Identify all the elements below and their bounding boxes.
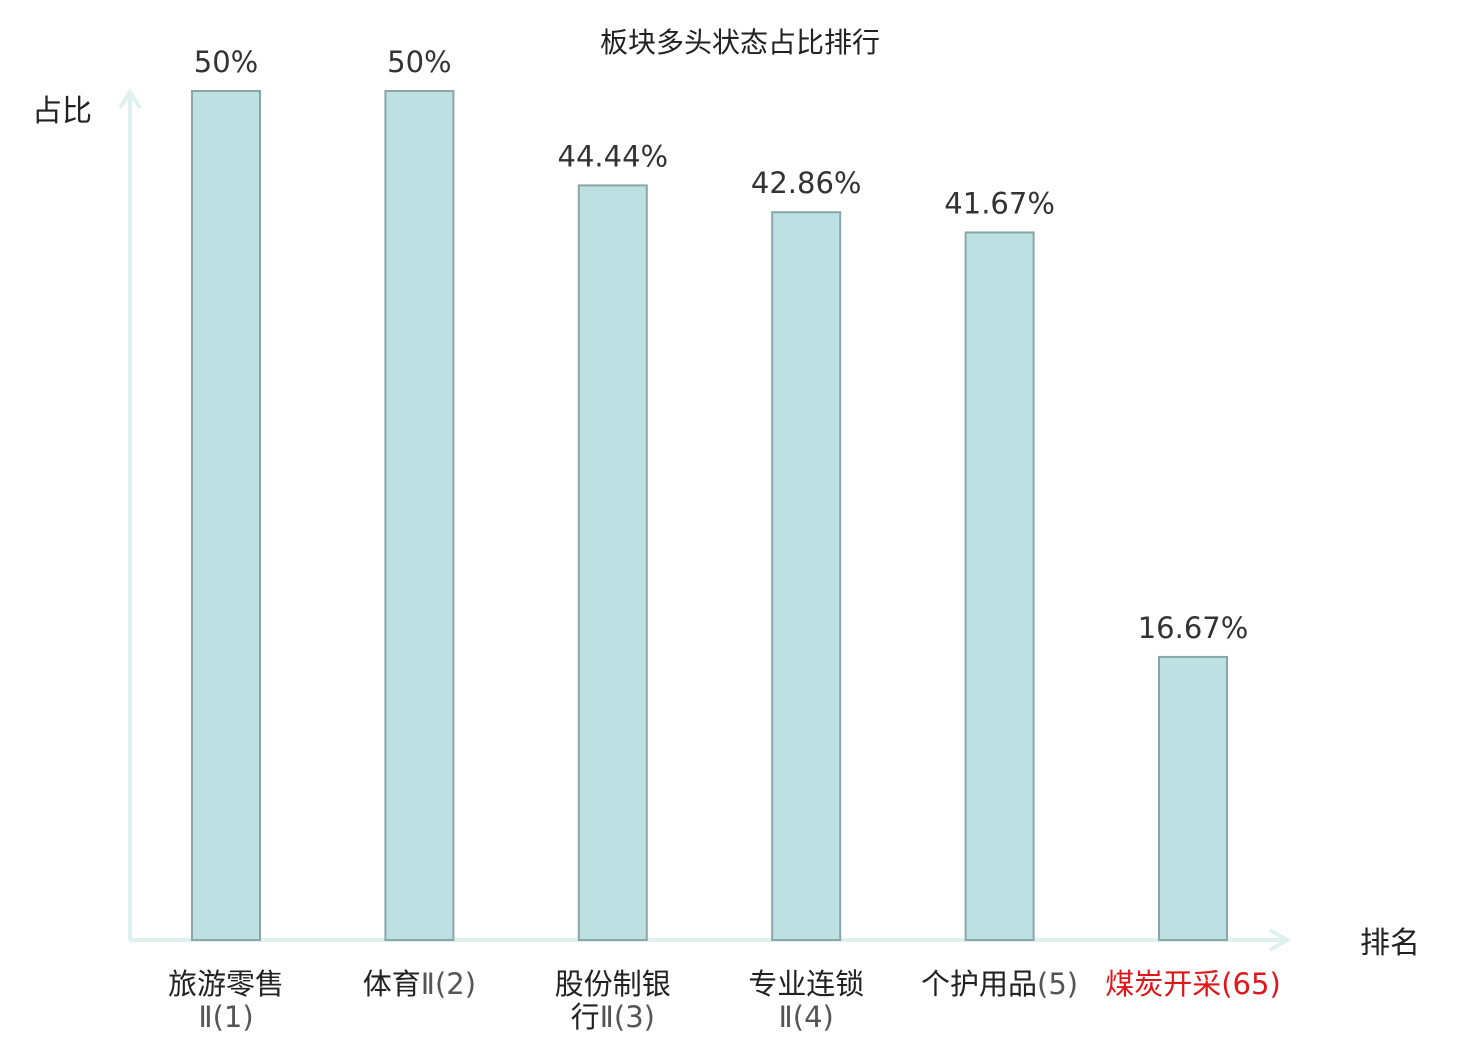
bar	[1158, 655, 1228, 942]
axes	[118, 88, 1291, 952]
category-label: Ⅱ(1)	[198, 1000, 253, 1034]
bar-value-label: 41.67%	[944, 186, 1055, 220]
category-label: 股份制银	[555, 967, 671, 1001]
y-axis-label: 占比	[32, 94, 92, 129]
category-label: Ⅱ(4)	[779, 1000, 834, 1034]
bar	[771, 211, 842, 942]
bar-value-label: 42.86%	[751, 166, 862, 200]
bar	[577, 184, 648, 941]
value-labels-group: 50% 50% 44.44% 42.86% 41.67% 16.67%	[194, 45, 1249, 645]
bar	[964, 231, 1035, 941]
bars-group	[191, 90, 1228, 942]
bar-value-label: 50%	[387, 45, 451, 79]
bar-value-label: 16.67%	[1138, 611, 1249, 645]
category-label: 煤炭开采(65)	[1105, 967, 1281, 1001]
bar	[384, 90, 455, 941]
bar	[191, 90, 261, 941]
category-label: 专业连锁	[748, 967, 864, 1001]
y-axis-arrow	[118, 88, 142, 110]
category-label: 旅游零售	[168, 967, 284, 1001]
chart-title: 板块多头状态占比排行	[600, 26, 880, 59]
x-axis-label: 排名	[1360, 926, 1420, 961]
category-label: 行Ⅱ(3)	[571, 1000, 655, 1034]
x-axis-arrow	[1268, 928, 1291, 952]
category-label: 体育Ⅱ(2)	[363, 967, 476, 1001]
bar-value-label: 50%	[194, 45, 258, 79]
bar-value-label: 44.44%	[558, 139, 669, 173]
category-label: 个护用品(5)	[921, 967, 1078, 1001]
